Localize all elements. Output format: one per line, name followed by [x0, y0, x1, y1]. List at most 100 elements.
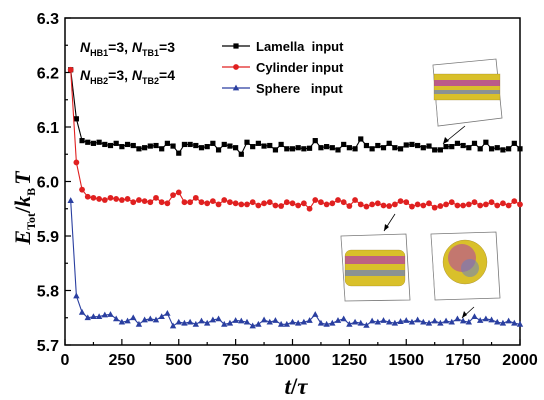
cylinder-data-point: [204, 200, 210, 206]
lamella-data-point: [205, 144, 210, 149]
lamella-data-point: [188, 142, 193, 147]
cylinder-data-point: [187, 199, 193, 205]
series-layer: [67, 67, 523, 328]
legend: Lamella input Cylinder input Sphere input: [222, 39, 344, 96]
lamella-data-point: [404, 142, 409, 147]
sphere-data-point: [454, 315, 460, 321]
cylinder-data-point: [494, 203, 500, 209]
x-tick-label: 1250: [332, 352, 368, 369]
lamella-data-point: [466, 145, 471, 150]
legend-item-cylinder: Cylinder input: [222, 60, 344, 75]
lamella-data-point: [119, 144, 124, 149]
cylinder-data-point: [261, 200, 267, 206]
x-tick-label: 0: [61, 352, 70, 369]
lamella-data-point: [199, 145, 204, 150]
lamella-data-point: [284, 146, 289, 151]
lamella-data-point: [216, 147, 221, 152]
lamella-data-point: [318, 145, 323, 150]
lamella-data-point: [97, 140, 102, 145]
cylinder-data-point: [301, 200, 307, 206]
lamella-data-point: [483, 140, 488, 145]
lamella-data-point: [153, 143, 158, 148]
cylinder-data-point: [381, 203, 387, 209]
lamella-data-point: [290, 146, 295, 151]
sphere-data-point: [107, 311, 113, 317]
sphere-data-point: [158, 313, 164, 319]
lamella-data-point: [91, 141, 96, 146]
legend-label-sphere: Sphere input: [256, 81, 343, 96]
cylinder-snapshot-image: [341, 234, 410, 301]
cylinder-data-point: [244, 201, 250, 207]
y-tick-label: 6.0: [37, 175, 59, 192]
cylinder-data-point: [227, 199, 233, 205]
cylinder-data-point: [403, 199, 409, 205]
lamella-data-point: [387, 141, 392, 146]
cylinder-data-point: [273, 203, 279, 209]
lamella-data-point: [301, 146, 306, 151]
lamella-data-point: [136, 146, 141, 151]
x-axis-title: t/τ: [285, 374, 309, 399]
lamella-data-point: [409, 142, 414, 147]
lamella-data-point: [478, 146, 483, 151]
lamella-data-point: [267, 143, 272, 148]
lamella-data-point: [438, 147, 443, 152]
cylinder-data-point: [250, 199, 256, 205]
cylinder-data-point: [324, 201, 330, 207]
lamella-data-point: [182, 142, 187, 147]
cylinder-data-point: [346, 203, 352, 209]
cylinder-data-point: [517, 201, 523, 207]
sphere-data-point: [380, 317, 386, 323]
y-tick-labels: 5.75.85.96.06.16.26.3: [37, 11, 59, 355]
cylinder-data-point: [415, 201, 421, 207]
cylinder-data-point: [284, 199, 290, 205]
cylinder-data-point: [113, 196, 119, 202]
lamella-data-point: [165, 141, 170, 146]
lamella-data-point: [273, 147, 278, 152]
cylinder-data-point: [312, 197, 318, 203]
sphere-data-point: [369, 318, 375, 324]
sphere-data-point: [483, 315, 489, 321]
sphere-data-point: [170, 323, 176, 329]
legend-label-cylinder: Cylinder input: [256, 60, 344, 75]
sphere-data-point: [147, 315, 153, 321]
cylinder-data-point: [68, 67, 74, 73]
lamella-data-point: [142, 145, 147, 150]
lamella-data-point: [506, 146, 511, 151]
lamella-data-point: [125, 142, 130, 147]
lamella-data-point: [102, 142, 107, 147]
legend-item-lamella: Lamella input: [222, 39, 344, 54]
lamella-data-point: [330, 145, 335, 150]
sphere-data-point: [289, 319, 295, 325]
lamella-data-point: [193, 143, 198, 148]
sphere-data-point: [124, 318, 130, 324]
lamella-data-point: [307, 146, 312, 151]
lamella-data-point: [455, 141, 460, 146]
lamella-data-point: [79, 138, 84, 143]
x-tick-label: 250: [109, 352, 136, 369]
lamella-data-point: [239, 152, 244, 157]
sphere-data-point: [443, 318, 449, 324]
sphere-data-point: [198, 318, 204, 324]
cylinder-data-point: [369, 201, 375, 207]
lamella-data-point: [261, 143, 266, 148]
cylinder-data-point: [96, 196, 102, 202]
cylinder-data-point: [358, 201, 364, 207]
sphere-data-point: [73, 293, 79, 299]
cylinder-data-point: [437, 203, 443, 209]
cylinder-data-point: [511, 198, 517, 204]
lamella-data-point: [279, 142, 284, 147]
cylinder-data-point: [91, 195, 97, 201]
sphere-data-point: [312, 311, 318, 317]
lamella-data-point: [375, 143, 380, 148]
lamella-data-point: [108, 143, 113, 148]
lamella-data-point: [233, 145, 238, 150]
lamella-data-point: [341, 142, 346, 147]
cylinder-data-point: [432, 205, 438, 211]
sphere-data-point: [164, 310, 170, 316]
lamella-data-point: [392, 145, 397, 150]
lamella-data-point: [512, 141, 517, 146]
cylinder-data-point: [489, 199, 495, 205]
x-tick-label: 1500: [388, 352, 424, 369]
x-tick-label: 1750: [445, 352, 481, 369]
lamella-data-point: [227, 143, 232, 148]
